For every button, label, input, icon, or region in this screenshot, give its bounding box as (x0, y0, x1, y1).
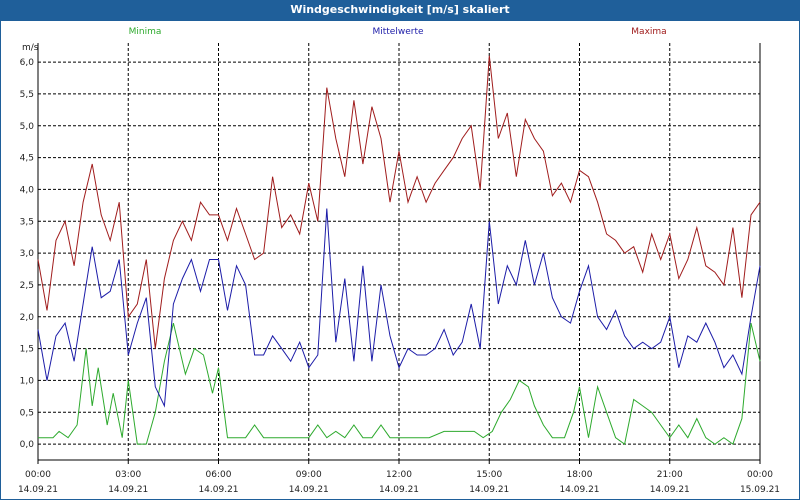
x-tick-date: 14.09.21 (469, 485, 509, 495)
series-line-mittelwerte (37, 208, 761, 408)
x-tick-date: 15.09.21 (740, 485, 780, 495)
legend-mittelwerte: Mittelwerte (372, 27, 423, 37)
x-tick-date: 14.09.21 (198, 485, 238, 495)
y-tick-label: 2,0 (20, 313, 35, 323)
tick-labels: 0,0 0,5 1,0 1,5 2,0 2,5 3,0 3,5 4,0 4,5 5,0 5,5 6,0 0… (18, 58, 780, 495)
y-tick-label: 0,5 (20, 408, 34, 418)
y-tick-label: 6,0 (20, 58, 35, 68)
y-tick-label: 3,5 (20, 217, 34, 227)
x-tick-time: 12:00 (386, 470, 412, 480)
x-tick-time: 09:00 (296, 470, 322, 480)
chart-title: Windgeschwindigkeit [m/s] skaliert (0, 0, 800, 20)
x-tick-time: 06:00 (206, 470, 232, 480)
series-lines (37, 55, 761, 445)
x-tick-date: 14.09.21 (379, 485, 419, 495)
axes (37, 43, 761, 464)
x-tick-time: 00:00 (25, 470, 51, 480)
y-tick-label: 4,5 (20, 154, 34, 164)
y-tick-label: 1,0 (20, 376, 35, 386)
y-tick-label: 4,0 (20, 185, 35, 195)
x-tick-date: 14.09.21 (108, 485, 148, 495)
grid-lines (38, 43, 760, 460)
y-tick-label: 5,0 (20, 122, 35, 132)
x-tick-time: 00:00 (747, 470, 773, 480)
y-tick-label: 0,0 (20, 440, 35, 450)
x-tick-date: 14.09.21 (289, 485, 329, 495)
y-axis-label: m/s (22, 43, 39, 53)
y-tick-label: 3,0 (20, 249, 35, 259)
series-line-maxima (37, 55, 761, 349)
y-tick-label: 1,5 (20, 345, 34, 355)
y-tick-label: 2,5 (20, 281, 34, 291)
x-tick-date: 14.09.21 (18, 485, 58, 495)
x-tick-time: 18:00 (567, 470, 593, 480)
series-line-minima (38, 322, 761, 445)
y-tick-label: 5,5 (20, 90, 34, 100)
x-tick-time: 03:00 (115, 470, 141, 480)
x-tick-date: 14.09.21 (559, 485, 599, 495)
x-tick-time: 15:00 (476, 470, 502, 480)
legend-maxima: Maxima (631, 27, 666, 37)
x-tick-time: 21:00 (657, 470, 683, 480)
x-tick-date: 14.09.21 (650, 485, 690, 495)
legend-minima: Minima (129, 27, 162, 37)
